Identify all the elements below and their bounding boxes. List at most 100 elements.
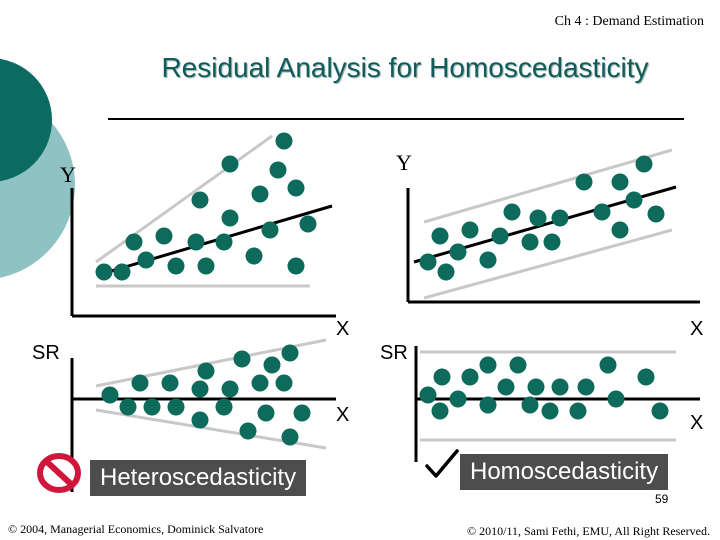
scatter-point — [287, 179, 305, 197]
panel-top-left — [70, 132, 336, 318]
scatter-point — [529, 209, 547, 227]
scatter-point — [191, 191, 209, 209]
scatter-point — [543, 233, 561, 251]
scatter-point — [113, 263, 131, 281]
scatter-point — [215, 233, 233, 251]
scatter-point — [635, 155, 653, 173]
scatter-point — [503, 203, 521, 221]
scatter-point — [449, 243, 467, 261]
scatter-point — [593, 203, 611, 221]
scatter-point — [137, 251, 155, 269]
scatter-point — [437, 263, 455, 281]
scatter-point — [233, 350, 251, 368]
scatter-point — [449, 390, 467, 408]
scatter-point — [599, 356, 617, 374]
scatter-point — [251, 374, 269, 392]
scatter-point — [275, 374, 293, 392]
scatter-point — [245, 247, 263, 265]
scatter-point — [251, 185, 269, 203]
scatter-point — [461, 368, 479, 386]
scatter-point — [101, 386, 119, 404]
scatter-point — [281, 428, 299, 446]
bl-x-label: X — [336, 404, 350, 426]
scatter-point — [491, 227, 509, 245]
br-x-label: X — [690, 412, 704, 434]
tl-y-label: Y — [60, 162, 76, 187]
scatter-point — [419, 253, 437, 271]
scatter-point — [551, 209, 569, 227]
footer-right-copyright: © 2010/11, Sami Fethi, EMU, All Right Re… — [467, 524, 710, 538]
scatter-point — [125, 233, 143, 251]
lower-bound-line — [423, 228, 673, 300]
scatter-point — [263, 356, 281, 374]
scatter-point — [541, 402, 559, 420]
scatter-point — [479, 251, 497, 269]
scatter-point — [257, 404, 275, 422]
bl-y-label: SR — [32, 342, 60, 364]
scatter-point — [269, 161, 287, 179]
scatter-point — [287, 257, 305, 275]
panel-bottom-right — [414, 346, 700, 462]
scatter-point — [611, 173, 629, 191]
heteroscedasticity-caption: Heteroscedasticity — [90, 460, 307, 496]
scatter-point — [651, 402, 669, 420]
scatter-point — [155, 227, 173, 245]
scatter-point — [461, 221, 479, 239]
scatter-point — [479, 396, 497, 414]
scatter-point — [551, 378, 569, 396]
br-y-label: SR — [380, 342, 408, 364]
scatter-point — [119, 398, 137, 416]
chapter-header: Ch 4 : Demand Estimation — [554, 14, 704, 29]
scatter-point — [221, 155, 239, 173]
upper-bound-line — [95, 134, 273, 264]
tr-y-label: Y — [396, 150, 412, 175]
title-divider — [108, 118, 684, 120]
decorative-circles — [0, 58, 75, 278]
scatter-point — [261, 221, 279, 239]
scatter-point — [167, 257, 185, 275]
scatter-point — [299, 215, 317, 233]
scatter-point — [239, 422, 257, 440]
scatter-point — [95, 263, 113, 281]
scatter-point — [187, 233, 205, 251]
scatter-point — [521, 396, 539, 414]
scatter-point — [575, 173, 593, 191]
scatter-point — [625, 191, 643, 209]
scatter-point — [191, 411, 209, 429]
scatter-point — [197, 362, 215, 380]
prohibited-icon — [37, 453, 81, 493]
slide-title: Residual Analysis for Homoscedasticity — [161, 52, 649, 83]
scatter-point — [275, 132, 293, 150]
footer-left-copyright: © 2004, Managerial Economics, Dominick S… — [8, 522, 264, 536]
scatter-point — [433, 368, 451, 386]
scatter-point — [419, 386, 437, 404]
scatter-point — [577, 378, 595, 396]
scatter-point — [131, 374, 149, 392]
scatter-point — [431, 402, 449, 420]
scatter-point — [221, 209, 239, 227]
scatter-point — [607, 390, 625, 408]
scatter-point — [647, 205, 665, 223]
homoscedasticity-caption: Homoscedasticity — [460, 454, 669, 490]
scatter-point — [569, 402, 587, 420]
scatter-point — [431, 227, 449, 245]
scatter-point — [611, 221, 629, 239]
scatter-point — [167, 398, 185, 416]
scatter-point — [197, 257, 215, 275]
scatter-point — [509, 356, 527, 374]
page-number: 59 — [655, 492, 669, 506]
upper-bound-line — [423, 148, 673, 224]
scatter-point — [161, 374, 179, 392]
panel-top-right — [406, 148, 700, 304]
scatter-point — [143, 398, 161, 416]
tr-x-label: X — [690, 318, 704, 340]
scatter-point — [281, 344, 299, 362]
scatter-point — [497, 378, 515, 396]
scatter-point — [479, 356, 497, 374]
scatter-point — [637, 368, 655, 386]
scatter-point — [293, 404, 311, 422]
checkmark-icon — [425, 449, 459, 478]
scatter-point — [221, 380, 239, 398]
scatter-point — [527, 378, 545, 396]
decorative-dark-circle — [0, 58, 52, 182]
